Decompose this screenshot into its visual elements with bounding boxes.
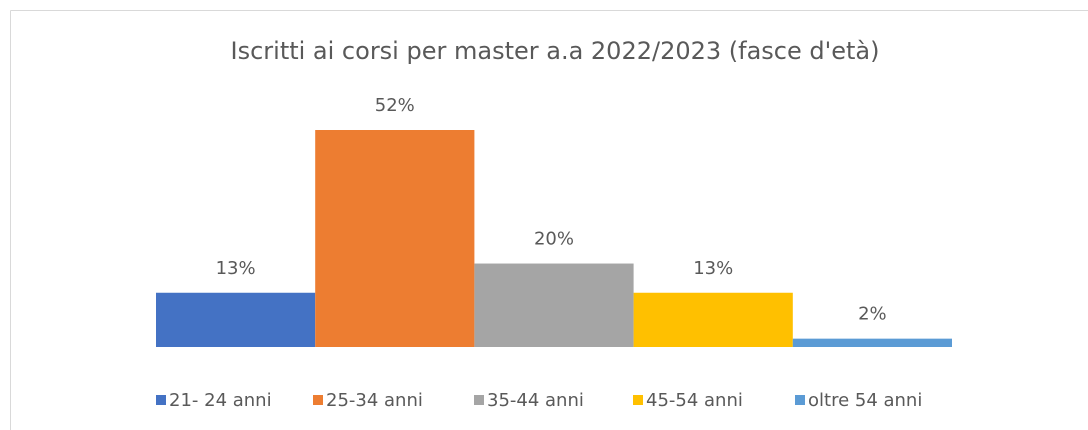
legend-swatch <box>633 395 643 405</box>
legend-label: 25-34 anni <box>326 390 423 411</box>
legend-label: 35-44 anni <box>487 390 584 411</box>
bar <box>474 263 634 347</box>
value-label: 20% <box>534 229 574 250</box>
value-label: 13% <box>216 258 256 279</box>
bar <box>633 292 793 347</box>
legend-label: 45-54 anni <box>646 390 743 411</box>
legend-swatch <box>795 395 805 405</box>
value-label: 13% <box>693 258 733 279</box>
legend-label: 21- 24 anni <box>169 390 272 411</box>
value-label: 52% <box>375 95 415 116</box>
legend-swatch <box>313 395 323 405</box>
legend-swatch <box>156 395 166 405</box>
value-label: 2% <box>858 304 887 325</box>
legend-label: oltre 54 anni <box>808 390 922 411</box>
bar <box>156 292 316 347</box>
chart-title: Iscritti ai corsi per master a.a 2022/20… <box>231 37 880 65</box>
bar <box>792 338 952 347</box>
bar <box>315 130 475 347</box>
legend-swatch <box>474 395 484 405</box>
